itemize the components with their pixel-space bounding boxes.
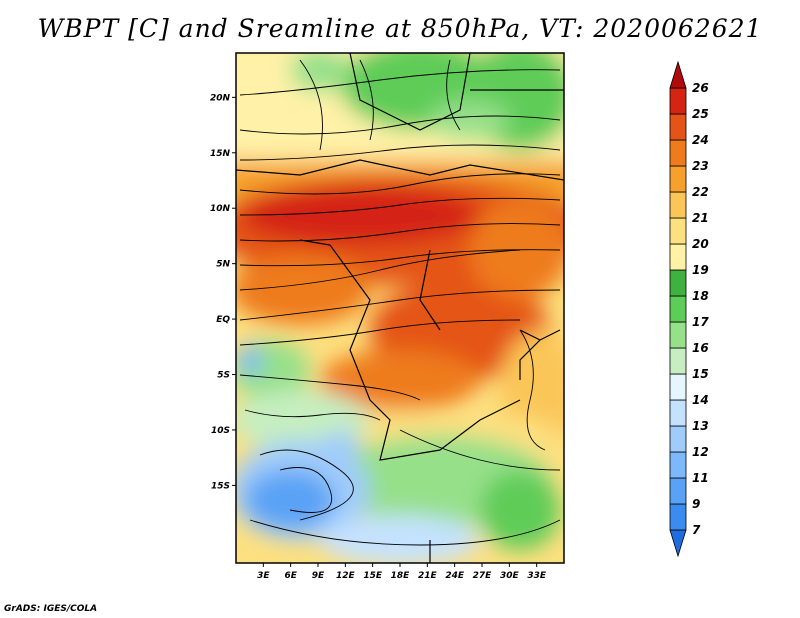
colorbar-label: 25 — [692, 107, 709, 121]
colorbar-label: 24 — [692, 133, 709, 147]
streamlines — [239, 59, 561, 546]
colorbar-segment — [669, 503, 687, 531]
colorbar-label: 11 — [692, 471, 709, 485]
colorbar-label: 20 — [692, 237, 709, 251]
colorbar-segment — [669, 139, 687, 167]
colorbar-label: 22 — [692, 185, 709, 199]
lat-tick-label: 10N — [210, 204, 231, 214]
colorbar-label: 14 — [692, 393, 709, 407]
colorbar-segment — [669, 165, 687, 193]
lon-tick-label: 6E — [284, 571, 297, 581]
lon-tick-label: 24E — [445, 571, 465, 581]
colorbar-segment — [669, 347, 687, 375]
lon-tick-label: 30E — [500, 571, 520, 581]
wbpt-shading — [236, 53, 564, 563]
colorbar-label: 9 — [692, 497, 700, 511]
colorbar-segment — [669, 451, 687, 479]
colorbar-segment — [669, 373, 687, 401]
colorbar-label: 21 — [692, 211, 709, 225]
lat-tick-label: EQ — [216, 315, 230, 325]
colorbar-label: 26 — [692, 81, 709, 95]
colorbar-segment — [669, 477, 687, 505]
colorbar-segment — [669, 399, 687, 427]
longitude-axis: 3E 6E 9E 12E 15E 18E 21E 24E 27E 30E 33E — [257, 563, 547, 581]
lat-tick-label: 5N — [216, 260, 230, 270]
colorbar-segment — [669, 113, 687, 141]
colorbar-label: 13 — [692, 419, 709, 433]
map-title: WBPT [C] and Sreamline at 850hPa, VT: 20… — [37, 14, 763, 43]
colorbar-label: 17 — [692, 315, 709, 329]
lon-tick-label: 18E — [391, 571, 411, 581]
colorbar-label: 15 — [692, 367, 709, 381]
lon-tick-label: 9E — [312, 571, 325, 581]
colorbar-segment — [669, 243, 687, 271]
lon-tick-label: 21E — [418, 571, 438, 581]
lon-tick-label: 3E — [257, 571, 270, 581]
colorbar-label: 16 — [692, 341, 709, 355]
lon-tick-label: 33E — [527, 571, 547, 581]
colorbar-segment — [669, 269, 687, 297]
lon-tick-label: 12E — [336, 571, 356, 581]
colorbar-segment — [669, 60, 687, 89]
lat-tick-label: 20N — [210, 93, 231, 103]
colorbar-segment — [669, 529, 687, 558]
colorbar-segment — [669, 217, 687, 245]
colorbar-segment — [669, 87, 687, 115]
lon-tick-label: 15E — [363, 571, 383, 581]
colorbar-segment — [669, 425, 687, 453]
latitude-axis: 20N 15N 10N 5N EQ 5S 10S 15S — [210, 93, 236, 491]
colorbar-segment — [669, 295, 687, 323]
country-borders — [236, 53, 564, 563]
grads-credit: GrADS: IGES/COLA — [4, 604, 98, 614]
lat-tick-label: 15N — [210, 149, 231, 159]
colorbar-label: 19 — [692, 263, 709, 277]
colorbar: 7 9 11 12 13 14 15 16 17 18 19 20 21 22 23 24 25 26 — [669, 60, 709, 558]
colorbar-label: 7 — [692, 523, 701, 537]
lat-tick-label: 5S — [217, 371, 230, 381]
lat-tick-label: 10S — [211, 426, 230, 436]
colorbar-label: 23 — [692, 159, 709, 173]
colorbar-segment — [669, 191, 687, 219]
colorbar-segment — [669, 321, 687, 349]
lon-tick-label: 27E — [473, 571, 493, 581]
colorbar-label: 12 — [692, 445, 709, 459]
lat-tick-label: 15S — [211, 481, 230, 491]
colorbar-label: 18 — [692, 289, 709, 303]
